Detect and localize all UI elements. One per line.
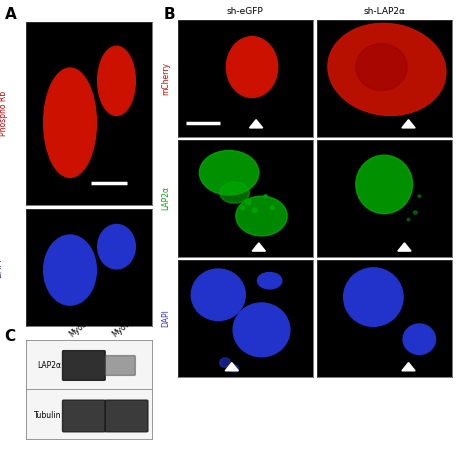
Text: LAP2α: LAP2α — [37, 361, 61, 370]
Circle shape — [230, 365, 238, 372]
Ellipse shape — [200, 150, 259, 195]
Circle shape — [219, 358, 230, 367]
Text: Myoblast: Myoblast — [68, 310, 100, 339]
Ellipse shape — [236, 196, 287, 236]
Circle shape — [418, 195, 420, 197]
Ellipse shape — [356, 44, 407, 90]
Ellipse shape — [356, 155, 412, 214]
Circle shape — [241, 206, 245, 210]
Ellipse shape — [44, 68, 96, 177]
Text: sh-LAP2α: sh-LAP2α — [363, 7, 405, 16]
Ellipse shape — [227, 36, 278, 98]
Ellipse shape — [219, 182, 249, 203]
Polygon shape — [249, 120, 263, 128]
FancyBboxPatch shape — [105, 356, 136, 375]
FancyBboxPatch shape — [63, 351, 105, 380]
Text: LAP2α: LAP2α — [162, 186, 170, 211]
Ellipse shape — [257, 273, 282, 289]
Text: mCherry: mCherry — [162, 62, 170, 95]
Polygon shape — [398, 243, 411, 251]
Circle shape — [252, 208, 257, 212]
Ellipse shape — [191, 269, 246, 320]
Text: Myotube: Myotube — [111, 310, 142, 339]
Circle shape — [407, 218, 410, 220]
Ellipse shape — [98, 46, 136, 116]
Text: C: C — [5, 329, 16, 344]
Polygon shape — [402, 363, 415, 371]
Polygon shape — [402, 120, 415, 128]
Text: Tubulin: Tubulin — [34, 411, 61, 420]
Text: DAPI: DAPI — [162, 309, 170, 327]
Circle shape — [245, 199, 251, 205]
FancyBboxPatch shape — [63, 400, 105, 432]
Polygon shape — [252, 243, 265, 251]
Ellipse shape — [403, 324, 436, 355]
Circle shape — [264, 195, 267, 198]
Circle shape — [413, 211, 417, 214]
Text: A: A — [5, 7, 17, 22]
Text: DAPI: DAPI — [0, 258, 3, 278]
Polygon shape — [225, 363, 238, 371]
FancyBboxPatch shape — [105, 400, 148, 432]
Circle shape — [270, 206, 274, 210]
Text: sh-eGFP: sh-eGFP — [227, 7, 264, 16]
Ellipse shape — [344, 268, 403, 326]
Ellipse shape — [98, 225, 136, 269]
Ellipse shape — [328, 23, 446, 116]
Ellipse shape — [44, 235, 96, 305]
Text: B: B — [164, 7, 175, 22]
Ellipse shape — [233, 303, 290, 357]
Text: S780
Phospho Rb: S780 Phospho Rb — [0, 91, 9, 136]
